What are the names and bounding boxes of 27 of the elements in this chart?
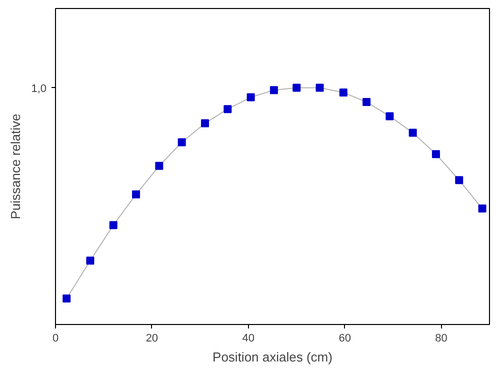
point — [132, 190, 140, 198]
point — [62, 294, 71, 302]
x-tick-label: 20 — [146, 332, 158, 344]
x-tick-label: 0 — [52, 332, 59, 344]
x-axis-title: Position axiales (cm) — [212, 350, 332, 364]
point — [362, 98, 371, 106]
x-tick-label: 40 — [242, 332, 255, 344]
point — [292, 84, 301, 92]
point — [478, 204, 486, 213]
point — [339, 88, 348, 97]
y-axis-title: Puissance relative — [8, 114, 24, 220]
point — [246, 93, 255, 102]
point — [200, 119, 209, 128]
x-tick-label: 60 — [338, 332, 351, 344]
point — [386, 112, 394, 120]
point — [270, 86, 278, 94]
x-tick-label: 80 — [435, 332, 448, 344]
point — [224, 105, 232, 114]
point — [432, 150, 440, 158]
text: 1,0 — [31, 82, 47, 95]
point — [408, 128, 417, 137]
point — [155, 162, 164, 170]
point — [86, 256, 94, 265]
point — [455, 176, 464, 184]
point — [316, 84, 324, 92]
point — [109, 221, 118, 230]
point — [178, 138, 186, 146]
